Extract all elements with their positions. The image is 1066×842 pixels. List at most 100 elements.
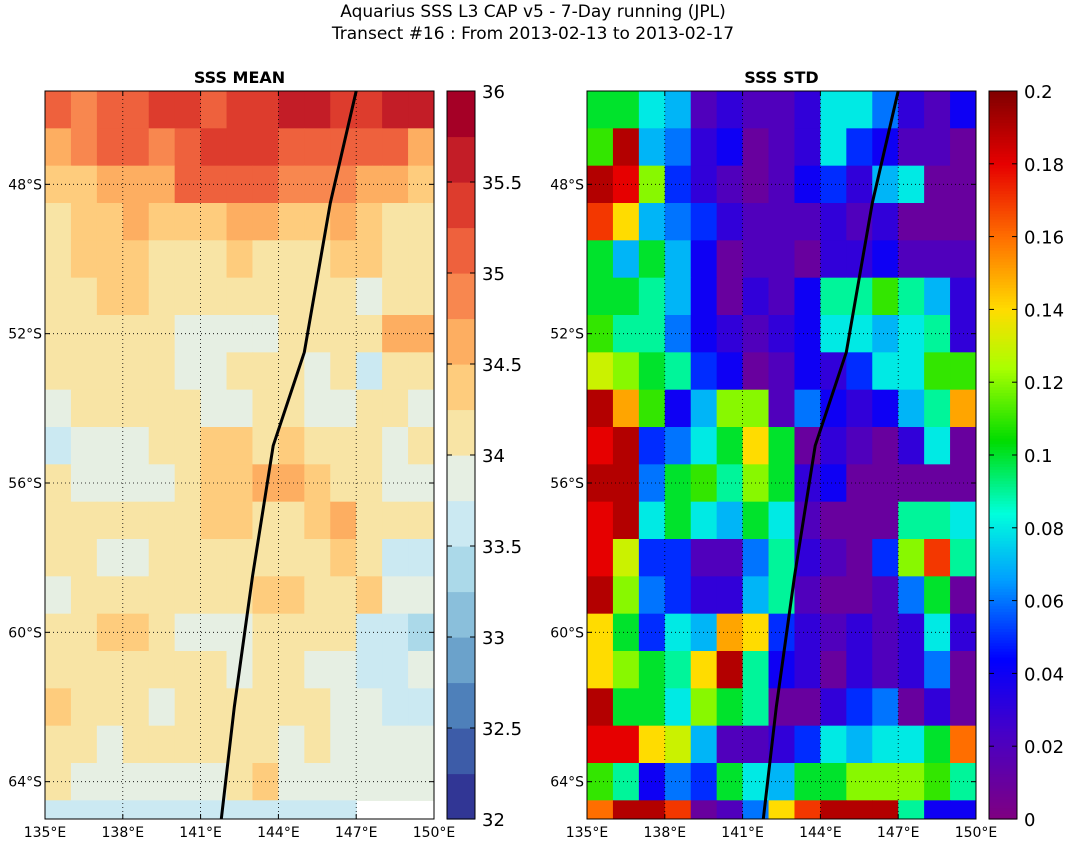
std-cell-r6-c9	[820, 315, 847, 353]
figure-title-line-1: Aquarius SSS L3 CAP v5 - 7-Day running (…	[340, 2, 726, 22]
std-cell-r6-c2	[638, 315, 666, 353]
std-colorbar-band-229	[989, 164, 1017, 169]
std-cell-r1-c4	[690, 128, 718, 167]
mean-cell-r9-c7	[226, 427, 254, 465]
std-cell-r5-c2	[638, 277, 666, 316]
mean-cell-r6-c13	[382, 315, 409, 353]
mean-cell-r10-c11	[330, 464, 357, 503]
std-colorbar-band-126	[989, 457, 1017, 462]
mean-cell-r0-c3	[122, 91, 150, 129]
mean-cell-r19-c1	[70, 800, 98, 819]
mean-cell-r5-c2	[96, 277, 124, 316]
mean-colorbar-label-0: 32	[482, 810, 505, 831]
mean-cell-r16-c13	[382, 688, 409, 727]
mean-cell-r10-c2	[96, 464, 124, 503]
mean-colorbar-band-3	[447, 637, 475, 684]
mean-plot-area	[45, 91, 434, 819]
mean-cell-r15-c3	[122, 651, 150, 689]
std-cell-r15-c2	[638, 651, 666, 689]
std-cell-r10-c7	[768, 464, 796, 503]
std-cell-r5-c0	[587, 277, 614, 316]
std-cell-r11-c8	[794, 501, 821, 540]
std-colorbar-band-53	[989, 665, 1017, 669]
mean-cell-r1-c1	[70, 128, 98, 167]
std-colorbar-band-51	[989, 671, 1017, 675]
std-cell-r1-c12	[898, 128, 925, 167]
std-cell-r16-c12	[898, 688, 925, 727]
mean-cell-r11-c11	[330, 501, 357, 540]
std-colorbar-band-112	[989, 497, 1017, 502]
std-colorbar-band-28	[989, 736, 1017, 740]
std-colorbar-band-148	[989, 395, 1017, 399]
std-colorbar-band-249	[989, 108, 1017, 112]
std-colorbar-band-141	[989, 415, 1017, 419]
mean-xtick-label-1: 138°E	[102, 825, 145, 841]
std-cell-r19-c14	[950, 800, 976, 819]
std-cell-r11-c6	[742, 501, 770, 540]
std-colorbar-band-96	[989, 543, 1017, 547]
mean-cell-r3-c13	[382, 203, 409, 241]
mean-cell-r15-c12	[356, 651, 383, 689]
mean-cell-r16-c2	[96, 688, 124, 727]
std-colorbar-band-34	[989, 719, 1017, 723]
std-ytick-label-3: 60°S	[550, 625, 584, 641]
std-cell-r9-c6	[742, 427, 770, 465]
std-colorbar-band-117	[989, 483, 1017, 487]
std-colorbar-band-192	[989, 270, 1017, 274]
std-colorbar-band-152	[989, 383, 1017, 388]
std-colorbar-band-90	[989, 560, 1017, 564]
std-cell-r5-c1	[612, 277, 640, 316]
std-colorbar-label-1: 0.02	[1024, 737, 1064, 758]
std-cell-r16-c1	[612, 688, 640, 727]
std-cell-r19-c10	[846, 800, 873, 819]
std-colorbar-label-3: 0.06	[1024, 592, 1064, 613]
mean-cell-r17-c8	[252, 725, 279, 764]
std-cell-r19-c13	[924, 800, 951, 819]
std-cell-r8-c6	[742, 389, 770, 428]
std-cell-r17-c5	[716, 725, 744, 764]
mean-cell-r17-c0	[45, 725, 72, 764]
std-cell-r0-c4	[690, 91, 718, 129]
mean-cell-r7-c11	[330, 352, 357, 391]
std-colorbar-band-121	[989, 472, 1017, 476]
std-colorbar-label-4: 0.08	[1024, 519, 1064, 540]
std-colorbar-band-219	[989, 193, 1017, 197]
mean-cell-r7-c9	[278, 352, 305, 391]
std-colorbar-band-215	[989, 204, 1017, 209]
std-colorbar-band-1	[989, 813, 1017, 817]
mean-ytick-label-1: 52°S	[8, 327, 42, 343]
std-colorbar-band-41	[989, 699, 1017, 704]
std-colorbar-band-86	[989, 571, 1017, 576]
mean-cell-r17-c11	[330, 725, 357, 764]
std-cell-r10-c11	[872, 464, 899, 503]
std-cell-r16-c2	[638, 688, 666, 727]
std-colorbar-label-10: 0.2	[1024, 82, 1053, 103]
mean-cell-r18-c3	[122, 763, 150, 801]
mean-cell-r1-c9	[278, 128, 305, 167]
std-cell-r16-c7	[768, 688, 796, 727]
std-colorbar-band-118	[989, 480, 1017, 485]
std-cell-r9-c1	[612, 427, 640, 465]
mean-cell-r7-c0	[45, 352, 72, 391]
mean-cell-r7-c7	[226, 352, 254, 391]
mean-cell-r5-c1	[70, 277, 98, 316]
figure-title: Aquarius SSS L3 CAP v5 - 7-Day running (…	[0, 0, 1066, 45]
mean-cell-r16-c3	[122, 688, 150, 727]
std-colorbar-band-241	[989, 130, 1017, 135]
std-cell-r15-c12	[898, 651, 925, 689]
std-colorbar-band-93	[989, 551, 1017, 556]
std-colorbar-band-209	[989, 221, 1017, 226]
std-cell-r8-c1	[612, 389, 640, 428]
std-colorbar-band-203	[989, 238, 1017, 243]
std-cell-r13-c2	[638, 576, 666, 615]
std-cell-r19-c9	[820, 800, 847, 819]
mean-colorbar-label-1: 32.5	[482, 719, 522, 740]
mean-cell-r13-c4	[148, 576, 176, 615]
mean-cell-r7-c6	[200, 352, 228, 391]
std-cell-r10-c3	[664, 464, 692, 503]
mean-ytick-label-0: 48°S	[8, 177, 42, 193]
mean-cell-r19-c7	[226, 800, 254, 819]
mean-cell-r9-c5	[174, 427, 202, 465]
std-colorbar-band-9	[989, 790, 1017, 795]
std-cell-r7-c5	[716, 352, 744, 391]
